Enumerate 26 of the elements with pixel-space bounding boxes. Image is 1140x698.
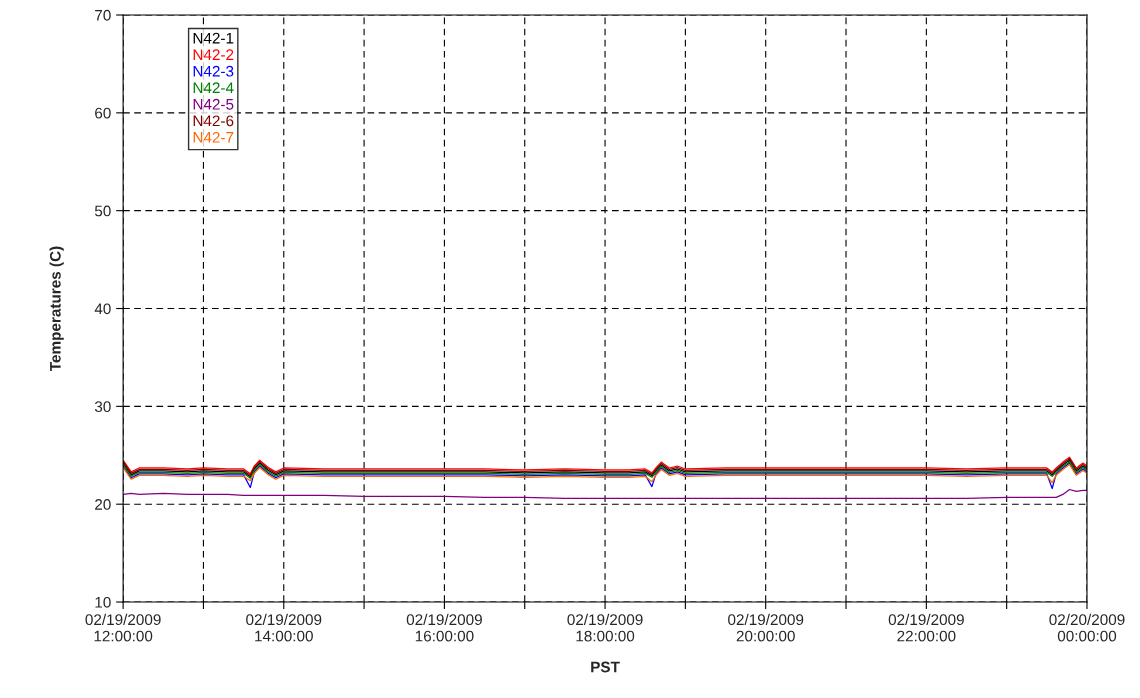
y-axis-title: Temperatures (C) xyxy=(49,246,64,372)
text: N42-1 xyxy=(193,32,234,44)
y-tick-label: 50 xyxy=(94,205,111,217)
x-axis-title: PST xyxy=(591,661,620,673)
line-series xyxy=(123,488,1087,499)
x-tick-label: 02/20/2009 00:00:00 xyxy=(1049,613,1125,642)
text: N42-2 xyxy=(193,49,234,60)
x-tick-label: 02/19/2009 12:00:00 xyxy=(85,613,161,642)
y-tick-label: 30 xyxy=(94,401,111,413)
x-tick-label: 02/19/2009 18:00:00 xyxy=(567,613,643,642)
y-tick-label: 10 xyxy=(95,596,111,608)
text: N42-3 xyxy=(193,65,234,77)
x-tick-label: 02/19/2009 22:00:00 xyxy=(888,613,964,642)
y-tick-label: 70 xyxy=(95,9,111,21)
y-tick-label: 20 xyxy=(95,499,111,510)
text: N42-6 xyxy=(193,115,234,127)
line-series xyxy=(123,463,1087,484)
y-tick-label: 60 xyxy=(95,107,111,119)
x-tick-label: 02/19/2009 20:00:00 xyxy=(728,613,804,642)
line-series xyxy=(123,462,1087,490)
text: N42-4 xyxy=(193,82,234,94)
x-tick-label: 02/19/2009 14:00:00 xyxy=(246,613,322,642)
text: N42-5 xyxy=(193,98,234,110)
text: N42-7 xyxy=(193,131,234,143)
y-tick-label: 40 xyxy=(94,303,111,315)
x-tick-label: 02/19/2009 16:00:00 xyxy=(406,613,482,642)
